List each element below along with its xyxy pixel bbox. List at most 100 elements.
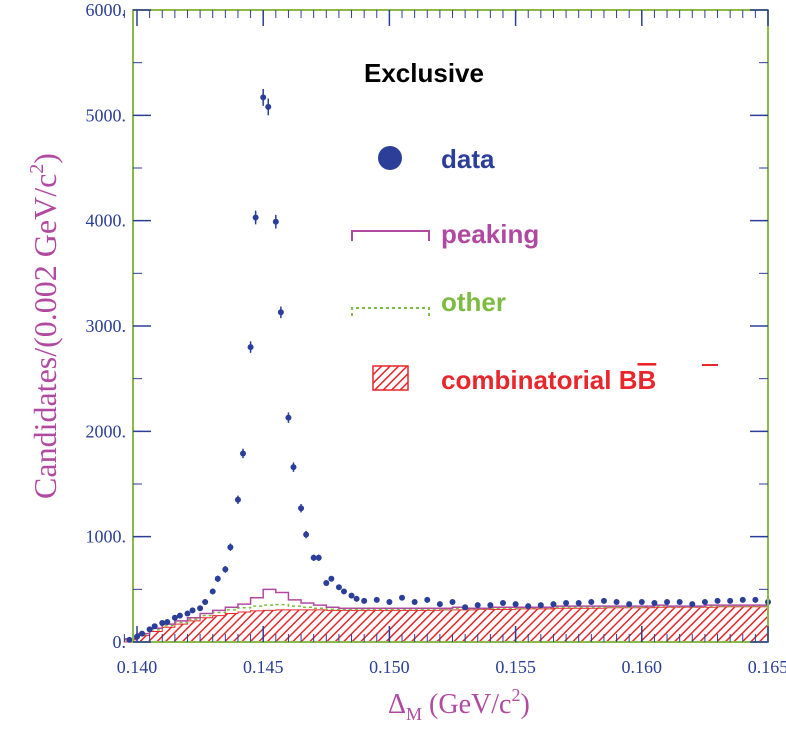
y-tick-label: 1000. — [86, 527, 127, 547]
x-tick-label: 0.145 — [243, 657, 284, 677]
data-points-layer — [126, 89, 771, 643]
data-point-marker — [386, 598, 393, 605]
data-point — [701, 598, 708, 605]
data-point-marker — [373, 596, 380, 603]
histogram-layer — [123, 588, 769, 643]
data-point-marker — [252, 214, 259, 221]
data-point — [159, 620, 166, 627]
data-point — [676, 598, 683, 605]
data-point-marker — [613, 598, 620, 605]
legend-other-label: other — [441, 287, 506, 317]
legend-combinatorial-label: combinatorial BB — [441, 365, 656, 395]
legend-peaking-marker — [351, 230, 430, 241]
data-point — [240, 448, 247, 459]
data-point — [151, 623, 158, 630]
data-point-marker — [424, 596, 431, 603]
data-point-marker — [171, 614, 178, 621]
data-point — [600, 597, 607, 604]
data-point-marker — [247, 344, 254, 351]
tick-marks — [123, 9, 769, 643]
x-tick-label: 0.155 — [495, 657, 536, 677]
data-point-marker — [335, 584, 342, 591]
data-point — [164, 618, 171, 625]
data-point — [525, 603, 532, 610]
x-tick-label: 0.140 — [117, 657, 158, 677]
y-tick-label: 6000. — [86, 0, 127, 20]
data-point-marker — [285, 414, 292, 421]
y-tick-label: 4000. — [86, 211, 127, 231]
data-point — [315, 554, 322, 561]
data-point — [588, 598, 595, 605]
data-point-marker — [310, 554, 317, 561]
data-point-marker — [474, 602, 481, 609]
data-point-marker — [159, 620, 166, 627]
data-point — [626, 601, 633, 608]
data-point-marker — [290, 464, 297, 471]
data-point — [189, 607, 196, 614]
data-point-marker — [234, 496, 241, 503]
data-point-marker — [588, 598, 595, 605]
data-point — [436, 601, 443, 608]
data-point — [386, 598, 393, 605]
data-point — [714, 597, 721, 604]
data-point — [209, 588, 216, 595]
data-point — [227, 543, 234, 551]
tick-labels: 0.140 0.145 0.150 0.155 0.160 0.165 0. 1000. 200… — [86, 0, 786, 677]
data-point — [252, 210, 259, 225]
data-point — [247, 341, 254, 353]
data-point-marker — [701, 598, 708, 605]
data-point — [290, 462, 297, 472]
data-point-marker — [563, 600, 570, 607]
data-point-marker — [575, 600, 582, 607]
data-point — [373, 596, 380, 603]
combinatorial-histogram — [123, 606, 769, 643]
data-point-marker — [151, 623, 158, 630]
data-point-marker — [487, 602, 494, 609]
data-point-marker — [222, 566, 229, 573]
data-point-marker — [436, 601, 443, 608]
data-point — [202, 598, 209, 605]
data-point-marker — [739, 596, 746, 603]
data-point — [214, 575, 221, 582]
x-tick-label: 0.150 — [369, 657, 410, 677]
data-point-marker — [676, 598, 683, 605]
data-point — [638, 598, 645, 605]
data-point-marker — [265, 103, 272, 110]
data-point — [689, 601, 696, 608]
data-point — [563, 600, 570, 607]
data-point — [348, 592, 355, 599]
data-point-marker — [600, 597, 607, 604]
data-point — [222, 565, 229, 573]
data-point — [424, 596, 431, 603]
data-point-marker — [399, 594, 406, 601]
y-tick-label: 0. — [113, 632, 127, 652]
legend-data-label: data — [441, 144, 495, 174]
data-point-marker — [714, 597, 721, 604]
data-point — [664, 598, 671, 605]
data-point — [260, 89, 267, 106]
legend-combinatorial-marker — [372, 365, 409, 391]
data-point — [184, 610, 191, 617]
data-point — [361, 597, 368, 604]
data-point-marker — [197, 605, 204, 612]
data-point-marker — [353, 595, 360, 602]
data-point-marker — [176, 612, 183, 619]
data-point-marker — [411, 598, 418, 605]
data-point-marker — [537, 602, 544, 609]
data-point-marker — [202, 598, 209, 605]
data-point — [272, 214, 279, 229]
data-point — [462, 604, 469, 611]
data-point — [171, 614, 178, 621]
data-point — [285, 412, 292, 423]
data-point — [499, 600, 506, 607]
legend: data peaking other combinatorial BB — [351, 144, 718, 395]
data-point — [353, 595, 360, 602]
data-point — [277, 306, 284, 319]
chart-title: Exclusive — [364, 58, 484, 88]
data-point — [411, 598, 418, 605]
data-point-marker — [139, 630, 146, 637]
data-point — [298, 504, 305, 513]
data-point-marker — [525, 603, 532, 610]
data-point-marker — [189, 607, 196, 614]
